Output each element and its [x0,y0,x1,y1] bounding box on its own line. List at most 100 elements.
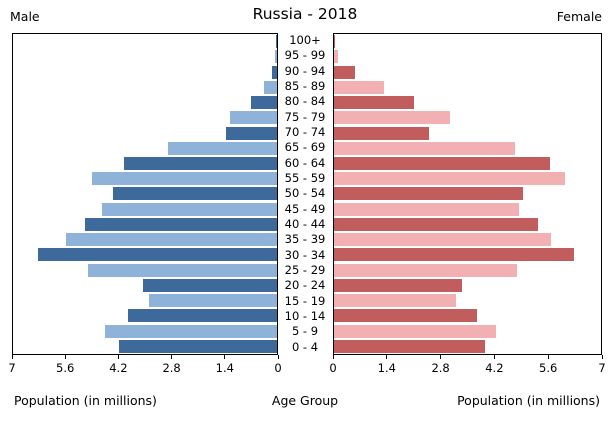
male-bar-10-14 [128,309,277,323]
age-label-cell-50-54: 50 - 54 [277,186,333,201]
male-row-30-34 [13,247,277,262]
female-row-95-99 [334,49,601,64]
age-label-5-9: 5 - 9 [289,324,321,339]
age-label-50-54: 50 - 54 [282,186,328,201]
female-row-85-89 [334,80,601,95]
chart-title: Russia - 2018 [252,5,358,23]
female-bar-95-99 [334,50,338,64]
male-bar-5-9 [105,324,277,338]
male-row-55-59 [13,171,277,186]
male-row-0-4 [13,339,277,354]
age-label-60-64: 60 - 64 [282,155,328,170]
female-row-45-49 [334,202,601,217]
age-label-cell-20-24: 20 - 24 [277,278,333,293]
male-x-axis-title: Population (in millions) [14,393,157,408]
tick-mark-7 [11,355,13,359]
female-row-25-29 [334,263,601,278]
age-label-95-99: 95 - 99 [282,48,328,63]
female-row-30-34 [334,247,601,262]
tick-mark-4.2 [117,355,119,359]
tick-label-4.2: 4.2 [109,361,128,375]
female-bar-70-74 [334,126,430,140]
age-label-cell-75-79: 75 - 79 [277,110,333,125]
female-bar-20-24 [334,278,462,292]
tick-mark-1.4 [224,355,226,359]
male-series-label: Male [10,9,40,24]
age-label-75-79: 75 - 79 [282,109,328,124]
tick-label-1.4: 1.4 [215,361,234,375]
male-row-25-29 [13,263,277,278]
male-row-35-39 [13,232,277,247]
male-row-85-89 [13,80,277,95]
male-bar-70-74 [226,126,277,140]
age-label-cell-90-94: 90 - 94 [277,64,333,79]
male-bar-90-94 [272,65,277,79]
age-label-55-59: 55 - 59 [282,171,328,186]
tick-mark-5.6 [64,355,66,359]
female-series-label: Female [556,9,602,24]
tick-label-7: 7 [8,361,16,375]
female-row-70-74 [334,125,601,140]
female-x-axis-title: Population (in millions) [457,393,600,408]
age-label-cell-5-9: 5 - 9 [277,324,333,339]
female-row-35-39 [334,232,601,247]
tick-mark-4.2 [493,355,495,359]
male-bar-40-44 [84,217,277,231]
female-row-80-84 [334,95,601,110]
male-bars-container [13,34,277,354]
age-label-cell-25-29: 25 - 29 [277,263,333,278]
female-bar-75-79 [334,111,451,125]
female-bar-65-69 [334,141,516,155]
male-row-50-54 [13,186,277,201]
age-label-85-89: 85 - 89 [282,79,328,94]
age-label-45-49: 45 - 49 [282,201,328,216]
male-bar-30-34 [37,248,277,262]
male-bar-20-24 [143,278,277,292]
female-row-50-54 [334,186,601,201]
tick-label-5.6: 5.6 [56,361,75,375]
male-row-60-64 [13,156,277,171]
female-bar-50-54 [334,187,523,201]
male-row-10-14 [13,308,277,323]
age-label-cell-80-84: 80 - 84 [277,94,333,109]
age-label-cell-15-19: 15 - 19 [277,294,333,309]
female-row-55-59 [334,171,601,186]
male-bar-55-59 [92,172,277,186]
age-label-90-94: 90 - 94 [282,63,328,78]
female-bar-45-49 [334,202,519,216]
male-bar-0-4 [118,339,277,353]
male-row-45-49 [13,202,277,217]
tick-label-2.8: 2.8 [431,361,450,375]
male-bar-80-84 [250,96,277,110]
female-bar-40-44 [334,217,539,231]
male-bar-65-69 [167,141,277,155]
male-row-65-69 [13,141,277,156]
female-bar-90-94 [334,65,355,79]
age-label-cell-60-64: 60 - 64 [277,156,333,171]
tick-mark-2.8 [171,355,173,359]
tick-mark-0 [277,355,279,359]
male-row-95-99 [13,49,277,64]
female-bar-10-14 [334,309,478,323]
male-bar-35-39 [65,233,277,247]
female-row-100plus [334,34,601,49]
age-label-cell-95-99: 95 - 99 [277,48,333,63]
female-row-15-19 [334,293,601,308]
male-bar-25-29 [88,263,277,277]
female-row-20-24 [334,278,601,293]
age-label-15-19: 15 - 19 [282,293,328,308]
female-row-10-14 [334,308,601,323]
female-bar-35-39 [334,233,552,247]
age-label-cell-10-14: 10 - 14 [277,309,333,324]
age-label-cell-40-44: 40 - 44 [277,217,333,232]
female-row-90-94 [334,64,601,79]
female-row-5-9 [334,323,601,338]
male-row-90-94 [13,64,277,79]
age-label-cell-0-4: 0 - 4 [277,340,333,355]
center-axis-title: Age Group [271,393,339,408]
male-bar-60-64 [124,156,277,170]
age-label-70-74: 70 - 74 [282,125,328,140]
female-row-65-69 [334,141,601,156]
age-label-80-84: 80 - 84 [282,94,328,109]
